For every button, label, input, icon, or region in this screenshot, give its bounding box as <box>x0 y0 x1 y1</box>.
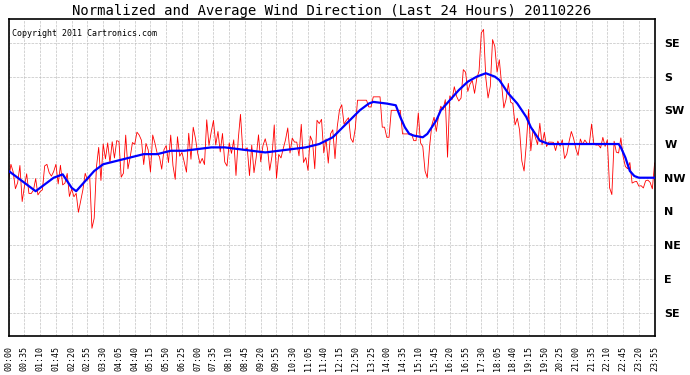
Text: Copyright 2011 Cartronics.com: Copyright 2011 Cartronics.com <box>12 29 157 38</box>
Title: Normalized and Average Wind Direction (Last 24 Hours) 20110226: Normalized and Average Wind Direction (L… <box>72 4 591 18</box>
